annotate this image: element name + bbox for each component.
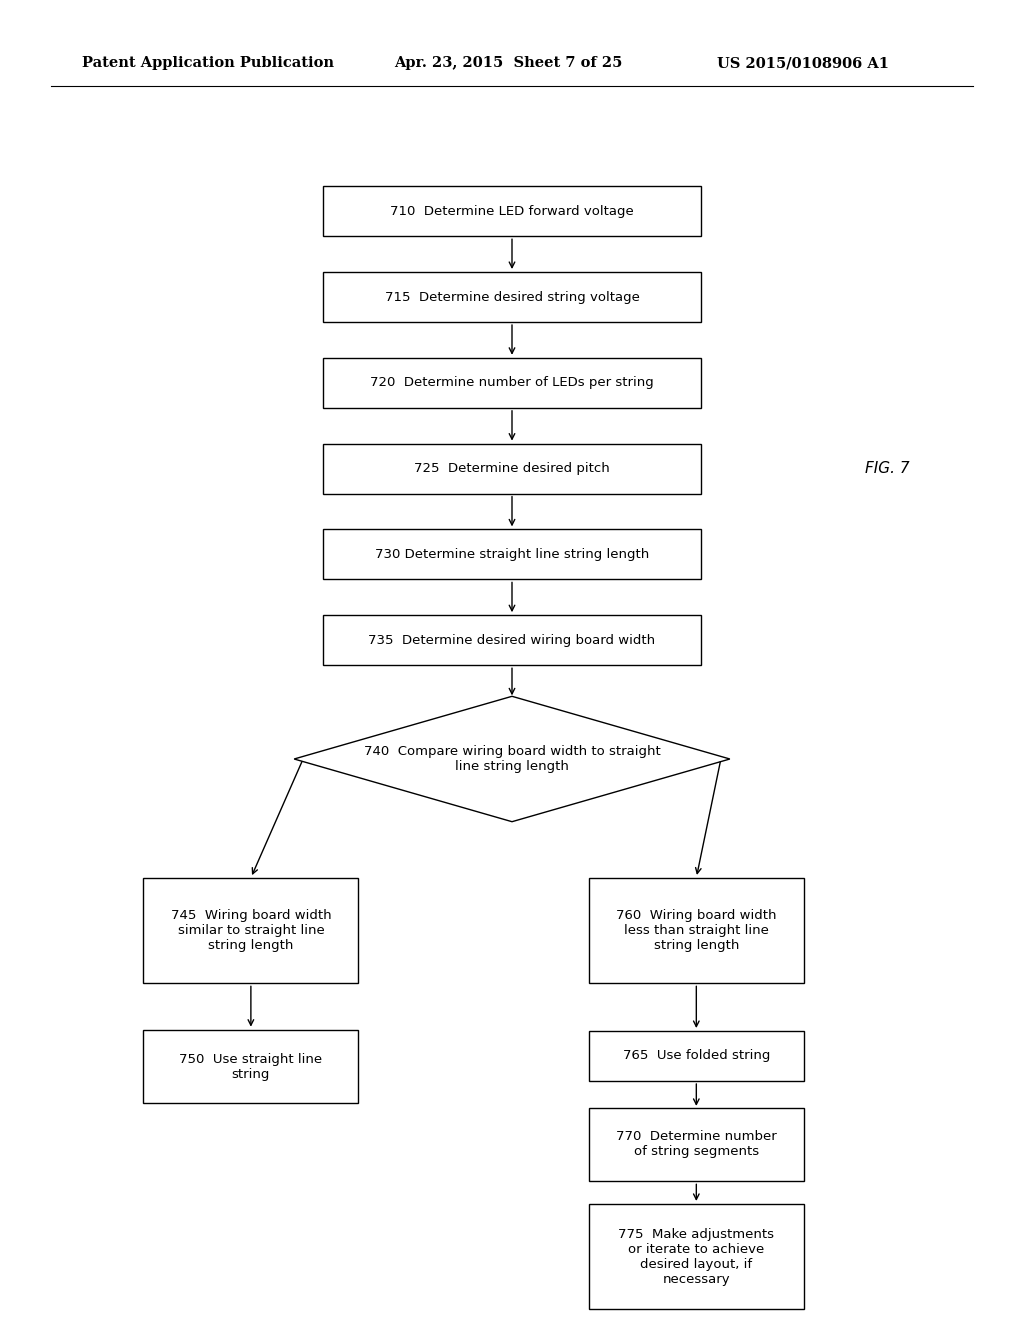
FancyBboxPatch shape <box>589 878 804 983</box>
Text: Apr. 23, 2015  Sheet 7 of 25: Apr. 23, 2015 Sheet 7 of 25 <box>394 57 623 70</box>
FancyBboxPatch shape <box>143 1030 358 1104</box>
Text: 710  Determine LED forward voltage: 710 Determine LED forward voltage <box>390 205 634 218</box>
Text: 730 Determine straight line string length: 730 Determine straight line string lengt… <box>375 548 649 561</box>
Text: FIG. 7: FIG. 7 <box>865 461 910 477</box>
FancyBboxPatch shape <box>323 615 701 665</box>
Text: Patent Application Publication: Patent Application Publication <box>82 57 334 70</box>
Text: 745  Wiring board width
similar to straight line
string length: 745 Wiring board width similar to straig… <box>171 909 331 952</box>
FancyBboxPatch shape <box>589 1109 804 1180</box>
Text: 775  Make adjustments
or iterate to achieve
desired layout, if
necessary: 775 Make adjustments or iterate to achie… <box>618 1228 774 1286</box>
Text: 740  Compare wiring board width to straight
line string length: 740 Compare wiring board width to straig… <box>364 744 660 774</box>
FancyBboxPatch shape <box>323 444 701 494</box>
Text: 720  Determine number of LEDs per string: 720 Determine number of LEDs per string <box>370 376 654 389</box>
FancyBboxPatch shape <box>323 358 701 408</box>
Text: 725  Determine desired pitch: 725 Determine desired pitch <box>414 462 610 475</box>
FancyBboxPatch shape <box>323 272 701 322</box>
Text: 735  Determine desired wiring board width: 735 Determine desired wiring board width <box>369 634 655 647</box>
FancyBboxPatch shape <box>589 1031 804 1081</box>
Text: 760  Wiring board width
less than straight line
string length: 760 Wiring board width less than straigh… <box>616 909 776 952</box>
FancyBboxPatch shape <box>589 1204 804 1309</box>
Polygon shape <box>294 697 730 821</box>
FancyBboxPatch shape <box>323 529 701 579</box>
Text: 750  Use straight line
string: 750 Use straight line string <box>179 1052 323 1081</box>
Text: 765  Use folded string: 765 Use folded string <box>623 1049 770 1063</box>
FancyBboxPatch shape <box>143 878 358 983</box>
Text: US 2015/0108906 A1: US 2015/0108906 A1 <box>717 57 889 70</box>
FancyBboxPatch shape <box>323 186 701 236</box>
Text: 770  Determine number
of string segments: 770 Determine number of string segments <box>616 1130 776 1159</box>
Text: 715  Determine desired string voltage: 715 Determine desired string voltage <box>385 290 639 304</box>
